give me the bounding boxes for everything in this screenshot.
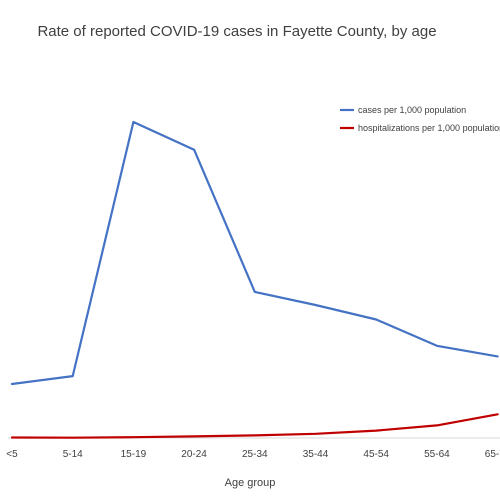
x-tick-label: 25-34 [242,449,268,460]
legend-label-0: cases per 1,000 population [358,105,466,115]
x-axis-label: Age group [225,477,276,489]
x-axis-ticks: <5 5-14 15-19 20-24 25-34 35-44 45-54 55-64 65-7… [6,449,500,460]
chart-title: Rate of reported COVID-19 cases in Fayet… [37,23,436,40]
series-line-1 [10,413,499,439]
x-tick-label: 35-44 [303,449,329,460]
x-tick-label: <5 [6,449,18,460]
x-tick-label: 5-14 [63,449,83,460]
x-tick-label: 15-19 [121,449,147,460]
plot-area [8,120,500,439]
x-tick-label: 20-24 [181,449,207,460]
x-tick-label: 45-54 [363,449,389,460]
x-tick-label: 55-64 [424,449,450,460]
x-tick-label: 65-74 [485,449,500,460]
legend-label-1: hospitalizations per 1,000 population [358,123,500,133]
legend: cases per 1,000 population hospitalizatio… [340,105,500,133]
series-line-0 [10,120,499,386]
